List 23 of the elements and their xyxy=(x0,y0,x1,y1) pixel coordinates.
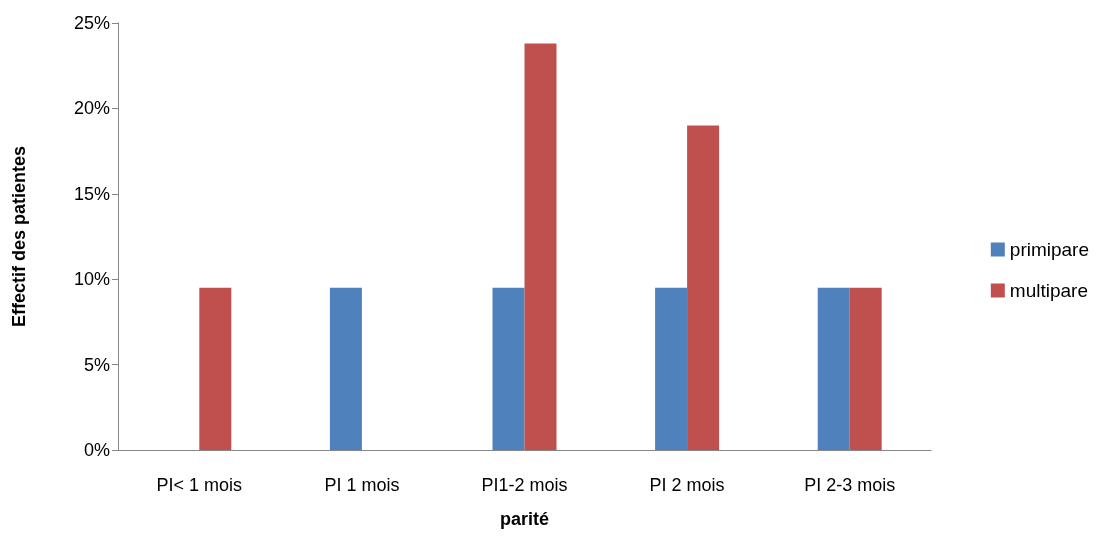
y-tick-label: 20% xyxy=(73,98,110,119)
bar xyxy=(199,287,232,450)
bar xyxy=(687,125,720,450)
x-tick-label: PI 1 mois xyxy=(324,475,400,495)
bar xyxy=(329,287,362,450)
y-tick-label: 10% xyxy=(73,269,110,290)
bar xyxy=(849,287,882,450)
y-tick-label: 5% xyxy=(83,354,110,375)
bar xyxy=(817,287,850,450)
x-tick-label: PI 2 mois xyxy=(649,475,725,495)
x-tick-label: PI 2-3 mois xyxy=(804,475,896,495)
y-tick-label: 15% xyxy=(73,183,110,204)
x-axis-title: parité xyxy=(499,509,550,529)
y-axis-title: Effectif des patientes xyxy=(9,145,29,328)
bar xyxy=(655,287,688,450)
y-tick-label: 0% xyxy=(83,440,110,460)
legend-label: multipare xyxy=(1009,280,1088,301)
bar xyxy=(492,287,525,450)
y-tick-label: 25% xyxy=(73,13,110,33)
x-tick-label: PI< 1 mois xyxy=(156,475,243,495)
legend-label: primipare xyxy=(1009,239,1090,260)
x-tick-label: PI1-2 mois xyxy=(481,475,568,495)
bar xyxy=(524,43,557,450)
